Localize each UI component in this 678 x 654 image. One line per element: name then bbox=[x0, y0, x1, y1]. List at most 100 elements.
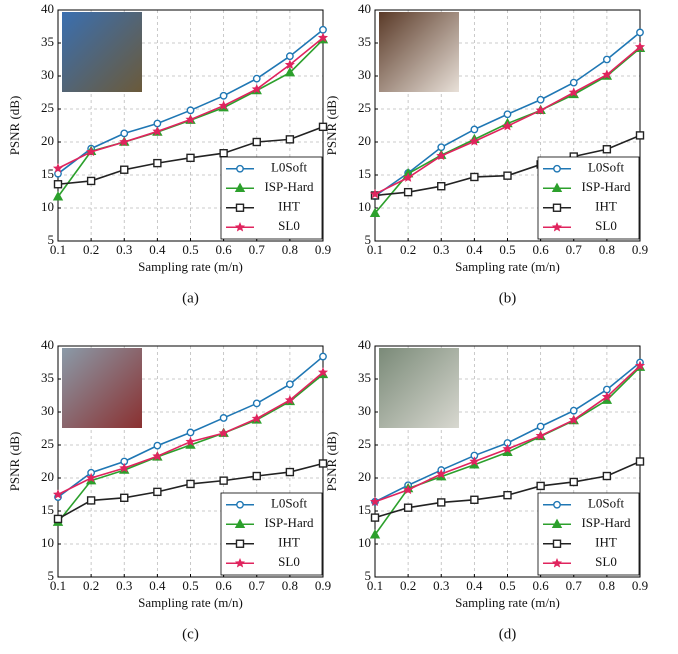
legend-label: IHT bbox=[595, 199, 617, 214]
marker bbox=[285, 135, 295, 144]
thumbnail bbox=[379, 348, 459, 428]
legend-label: L0Soft bbox=[271, 160, 308, 175]
marker bbox=[552, 539, 562, 548]
marker bbox=[52, 191, 64, 201]
x-tick-label: 0.6 bbox=[533, 242, 550, 257]
marker bbox=[634, 360, 646, 371]
x-tick-label: 0.2 bbox=[400, 578, 416, 593]
y-tick-label: 35 bbox=[358, 34, 371, 49]
y-tick-label: 30 bbox=[358, 67, 371, 82]
marker bbox=[53, 514, 63, 524]
marker bbox=[403, 187, 413, 197]
x-tick-label: 0.5 bbox=[499, 578, 515, 593]
legend-label: SL0 bbox=[595, 554, 617, 569]
marker bbox=[318, 459, 328, 468]
x-tick-label: 0.4 bbox=[149, 578, 166, 593]
marker bbox=[218, 427, 229, 438]
thumbnail bbox=[62, 348, 142, 428]
x-tick-label: 0.9 bbox=[632, 578, 648, 593]
marker bbox=[536, 481, 545, 491]
y-tick-label: 35 bbox=[358, 370, 371, 385]
marker bbox=[153, 158, 162, 168]
x-tick-label: 0.7 bbox=[249, 578, 266, 593]
y-tick-label: 5 bbox=[48, 568, 55, 583]
y-tick-label: 40 bbox=[41, 1, 54, 16]
x-tick-label: 0.1 bbox=[367, 578, 383, 593]
y-tick-label: 20 bbox=[358, 469, 371, 484]
x-tick-label: 0.5 bbox=[499, 242, 515, 257]
marker bbox=[568, 87, 579, 97]
y-axis-label: PSNR (dB) bbox=[7, 432, 22, 492]
legend: L0Soft ISP-Hard IHT SL0 bbox=[220, 156, 323, 240]
marker bbox=[284, 394, 295, 405]
x-axis-label: Sampling rate (m/n) bbox=[455, 595, 560, 610]
marker bbox=[369, 207, 381, 217]
marker bbox=[185, 114, 196, 124]
marker bbox=[152, 450, 163, 461]
y-tick-label: 15 bbox=[358, 166, 371, 181]
marker bbox=[536, 95, 545, 104]
y-tick-label: 10 bbox=[358, 535, 371, 550]
marker bbox=[317, 367, 329, 377]
marker bbox=[120, 165, 129, 174]
x-axis-label: Sampling rate (m/n) bbox=[138, 259, 243, 274]
marker bbox=[553, 500, 561, 509]
marker bbox=[551, 557, 563, 568]
marker bbox=[153, 441, 162, 450]
caption: (c) bbox=[182, 626, 199, 642]
marker bbox=[403, 503, 413, 512]
marker bbox=[86, 176, 96, 186]
y-tick-label: 20 bbox=[41, 469, 54, 484]
marker bbox=[601, 391, 612, 402]
legend-label: ISP-Hard bbox=[264, 515, 314, 530]
legend-label: SL0 bbox=[278, 554, 300, 569]
marker bbox=[437, 143, 446, 152]
marker bbox=[86, 472, 97, 483]
x-tick-label: 0.8 bbox=[282, 242, 298, 257]
marker bbox=[52, 163, 64, 173]
marker bbox=[569, 406, 578, 415]
x-tick-label: 0.4 bbox=[466, 578, 483, 593]
y-tick-label: 30 bbox=[41, 403, 54, 418]
y-tick-label: 10 bbox=[41, 535, 54, 550]
marker bbox=[569, 477, 578, 487]
marker bbox=[186, 428, 195, 437]
marker bbox=[569, 78, 578, 87]
y-tick-label: 40 bbox=[358, 337, 371, 352]
marker bbox=[285, 380, 294, 389]
marker bbox=[86, 146, 97, 157]
thumbnail bbox=[62, 12, 142, 92]
marker bbox=[319, 25, 327, 34]
marker bbox=[236, 164, 244, 173]
marker bbox=[236, 500, 244, 509]
legend-label: ISP-Hard bbox=[581, 179, 631, 194]
legend: L0Soft ISP-Hard IHT SL0 bbox=[537, 492, 640, 576]
marker bbox=[319, 352, 327, 361]
marker bbox=[186, 479, 195, 489]
marker bbox=[503, 110, 512, 119]
marker bbox=[503, 490, 512, 500]
marker bbox=[218, 100, 229, 110]
marker bbox=[369, 496, 381, 507]
marker bbox=[469, 456, 480, 466]
marker bbox=[284, 59, 295, 70]
caption: (b) bbox=[499, 290, 517, 306]
x-tick-label: 0.6 bbox=[533, 578, 550, 593]
legend-label: L0Soft bbox=[588, 160, 625, 175]
marker bbox=[234, 221, 246, 232]
legend: L0Soft ISP-Hard IHT SL0 bbox=[220, 492, 323, 576]
marker bbox=[369, 529, 381, 539]
x-tick-label: 0.9 bbox=[315, 242, 331, 257]
marker bbox=[636, 28, 644, 37]
marker bbox=[252, 137, 261, 147]
marker bbox=[635, 131, 645, 140]
x-tick-label: 0.7 bbox=[566, 578, 583, 593]
marker bbox=[235, 203, 245, 212]
x-tick-label: 0.8 bbox=[282, 578, 298, 593]
marker bbox=[251, 83, 262, 94]
marker bbox=[120, 129, 129, 138]
marker bbox=[235, 539, 245, 548]
marker bbox=[219, 414, 228, 422]
marker bbox=[469, 136, 480, 146]
y-tick-label: 15 bbox=[41, 166, 54, 181]
